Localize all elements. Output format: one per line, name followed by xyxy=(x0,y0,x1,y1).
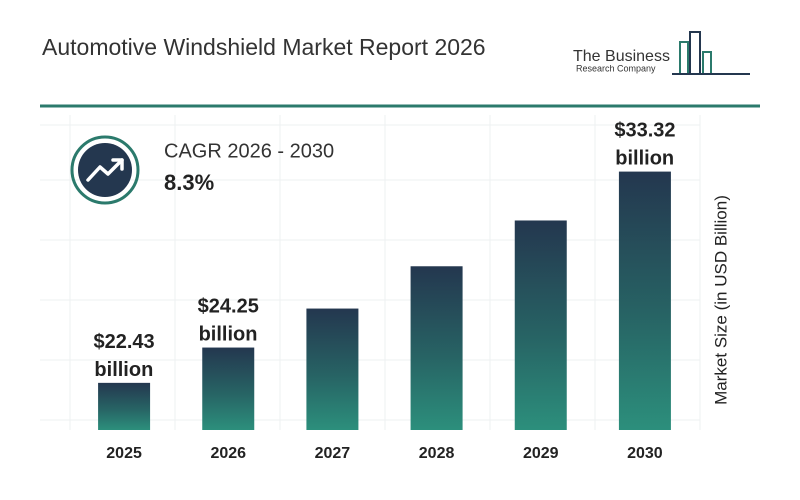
y-axis-title: Market Size (in USD Billion) xyxy=(711,195,730,405)
cagr-label: CAGR 2026 - 2030 xyxy=(164,140,334,162)
value-label: $24.25 billion xyxy=(193,296,259,346)
x-tick-label: 2027 xyxy=(315,445,351,462)
x-tick-label: 2025 xyxy=(106,445,142,462)
bar xyxy=(98,382,151,430)
background-grid xyxy=(40,115,701,430)
x-tick-label: 2029 xyxy=(523,445,559,462)
logo-text: The Business xyxy=(573,48,670,65)
value-label: $33.32 billion xyxy=(610,120,676,170)
cagr-value: 8.3% xyxy=(164,170,214,195)
x-tick-label: 2028 xyxy=(419,445,455,462)
logo-subtext: Research Company xyxy=(576,63,656,73)
chart-title: Automotive Windshield Market Report 2026 xyxy=(42,34,486,60)
bar xyxy=(410,266,463,430)
bar xyxy=(306,308,359,430)
value-label: $22.43 billion xyxy=(89,331,155,381)
bar xyxy=(618,171,671,431)
logo: The Business Research Company xyxy=(573,31,750,75)
bar xyxy=(202,347,255,430)
x-tick-label: 2026 xyxy=(210,445,246,462)
bar xyxy=(514,220,567,430)
cagr-badge: CAGR 2026 - 2030 8.3% xyxy=(70,135,334,205)
x-tick-label: 2030 xyxy=(627,445,663,462)
